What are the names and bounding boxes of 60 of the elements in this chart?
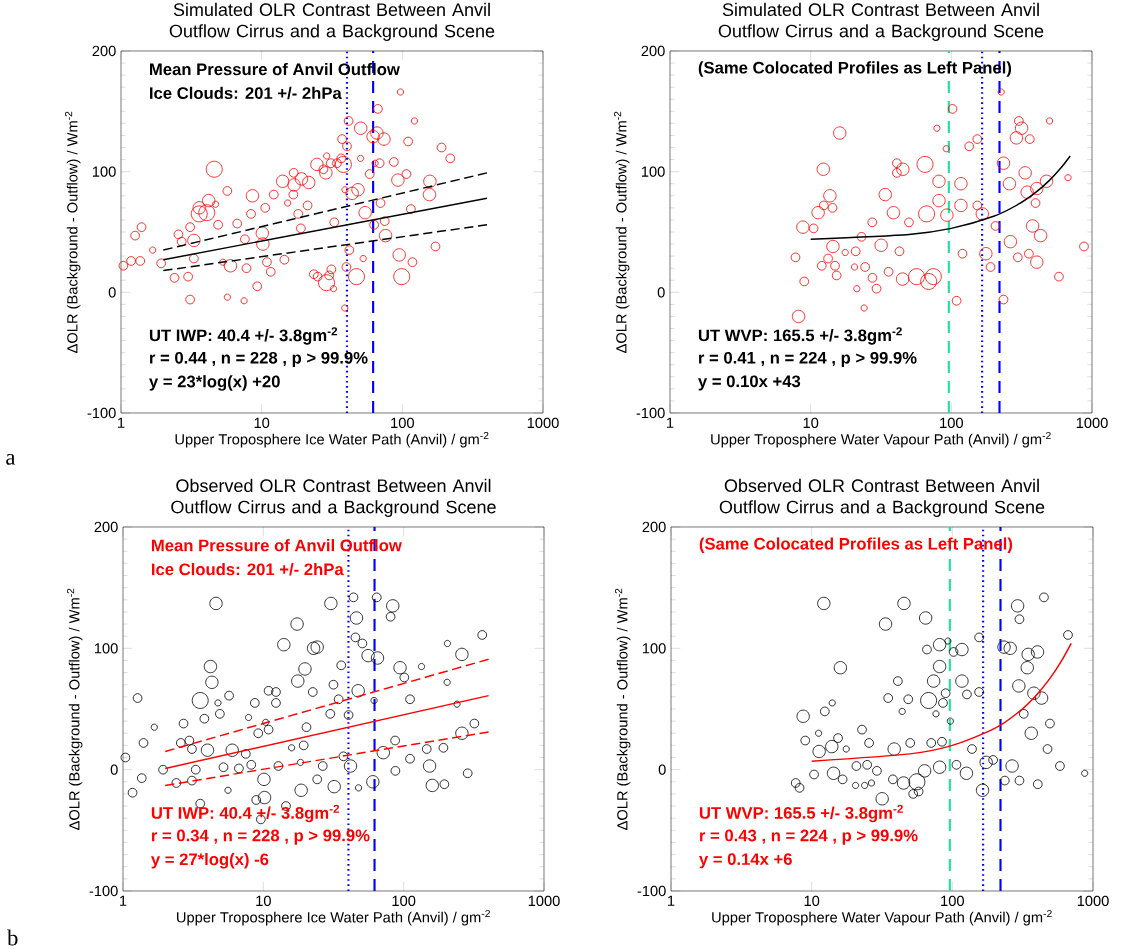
annotation: Ice Clouds: 201 +/- 2hPa [151,563,344,576]
x-tick-label: 1 [667,417,674,428]
y-axis-title: ΔOLR (Background - Outflow) / Wm$^{-2}$ [64,111,81,353]
annotation: y = 23*log(x) +20 [149,375,280,391]
y-tick-label: 200 [641,45,665,57]
x-tick-label: 1 [120,895,127,906]
x-tick-label: 10 [254,417,270,429]
x-tick-label: 1000 [1077,895,1109,907]
y-tick-label: 0 [108,287,116,298]
chart-title: Simulated OLR Contrast Between Anvil Outflow Cirrus and a Background Scene [718,2,1044,41]
text: a [6,453,16,465]
x-axis-title: Upper Troposphere Water Vapour Path (Anvil) / gm$^{-2}$ [712,909,1052,926]
annotation: y = 27*log(x) -6 [150,852,269,869]
text: b [7,929,18,946]
x-tick-label: 10 [803,417,819,429]
x-axis-title: Upper Troposphere Water Vapour Path (Anvil) / gm$^{-2}$ [711,431,1051,448]
annotation: y = 0.10x +43 [698,375,801,391]
chart-title: Simulated OLR Contrast Between Anvil Outflow Cirrus and a Background Scene [169,2,495,41]
x-tick-label: 1000 [1076,417,1108,429]
annotation: r = 0.43 , n = 224 , p > 99.9% [700,829,918,845]
y-tick-label: -100 [87,407,116,419]
x-tick-label: 10 [804,895,820,907]
chart-title: Observed OLR Contrast Between Anvil Outflow Cirrus and a Background Scene [719,478,1045,517]
y-tick-label: 100 [92,166,116,177]
x-tick-label: 100 [391,417,414,429]
y-axis-title: ΔOLR (Background - Outflow) / Wm$^{-2}$ [614,588,631,830]
annotation: UT IWP: 40.4 +/- 3.8gm$^{-2}$ [151,804,340,823]
y-tick-label: 100 [94,643,118,654]
y-axis-title: ΔOLR (Background - Outflow) / Wm$^{-2}$ [613,111,630,353]
x-tick-label: 1 [118,417,125,428]
y-tick-label: 200 [92,45,116,57]
y-tick-label: -100 [636,407,665,419]
y-tick-label: 200 [642,521,666,533]
annotation: UT WVP: 165.5 +/- 3.8gm$^{-2}$ [698,327,902,345]
x-tick-label: 10 [256,895,271,907]
annotation: UT WVP: 165.5 +/- 3.8gm$^{-2}$ [699,804,903,823]
y-tick-label: -100 [637,885,666,897]
chart-title: Observed OLR Contrast Between Anvil Outflow Cirrus and a Background Scene [171,478,496,517]
y-tick-label: 0 [657,287,665,298]
y-tick-label: -100 [89,885,118,897]
y-tick-label: 0 [658,764,666,775]
x-tick-label: 1000 [527,417,559,429]
y-tick-label: 100 [641,166,665,177]
x-tick-label: 100 [392,895,416,907]
annotation: UT IWP: 40.4 +/- 3.8gm$^{-2}$ [149,327,338,345]
y-tick-label: 100 [642,643,666,654]
y-tick-label: 200 [94,521,118,533]
x-axis-title: Upper Troposphere Ice Water Path (Anvil) / gm$^{-2}$ [175,431,489,448]
y-axis-title: ΔOLR (Background - Outflow) / Wm$^{-2}$ [66,588,83,830]
x-axis-title: Upper Troposphere Ice Water Path (Anvil) / gm$^{-2}$ [177,909,490,926]
x-tick-label: 1000 [528,895,560,907]
x-tick-label: 100 [940,417,963,429]
annotation: r = 0.41 , n = 224 , p > 99.9% [699,351,917,367]
x-tick-label: 100 [941,895,964,907]
annotation: r = 0.34 , n = 228 , p > 99.9% [151,829,370,845]
y-tick-label: 0 [110,764,118,775]
x-tick-label: 1 [668,895,675,906]
annotation: r = 0.44 , n = 228 , p > 99.9% [150,351,368,367]
annotation: y = 0.14x +6 [699,853,792,869]
annotation: Ice Clouds: 201 +/- 2hPa [150,86,342,100]
